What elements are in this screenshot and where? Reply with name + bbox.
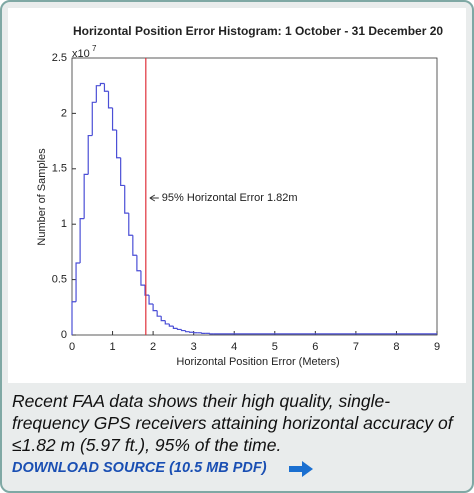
histogram-bin bbox=[132, 235, 137, 256]
x-tick-label: 1 bbox=[109, 341, 115, 353]
y-axis-label: Number of Samples bbox=[36, 148, 48, 246]
histogram-bin bbox=[103, 83, 109, 92]
histogram-bin bbox=[160, 316, 166, 322]
y-tick-label: 2.5 bbox=[52, 52, 67, 64]
histogram-bin bbox=[148, 295, 154, 305]
chart: Horizontal Position Error Histogram: 1 O… bbox=[8, 8, 466, 383]
histogram-bin bbox=[184, 330, 190, 333]
histogram-bin bbox=[168, 323, 174, 327]
x-tick-label: 9 bbox=[434, 341, 440, 353]
histogram-bin bbox=[180, 329, 186, 332]
histogram-bin bbox=[71, 301, 77, 335]
y-tick-label: 0 bbox=[61, 329, 67, 341]
x-axis-label: Horizontal Position Error (Meters) bbox=[176, 356, 339, 368]
caption: Recent FAA data shows their high quality… bbox=[12, 391, 453, 455]
histogram-bin bbox=[99, 82, 105, 86]
arrow-icon[interactable] bbox=[288, 460, 314, 478]
histogram-bin bbox=[87, 134, 93, 175]
y-tick-label: 1 bbox=[61, 218, 67, 230]
histogram-bin bbox=[144, 285, 150, 296]
histogram-bin bbox=[189, 331, 194, 333]
y-tick-label: 1.5 bbox=[52, 163, 67, 175]
histogram-bin bbox=[95, 85, 101, 103]
histogram-bin bbox=[172, 326, 178, 329]
histogram-bin bbox=[164, 320, 170, 325]
histogram-bin bbox=[209, 333, 214, 335]
y-tick-label: 0.5 bbox=[52, 274, 67, 286]
histogram-bin bbox=[111, 107, 117, 131]
chart-title: Horizontal Position Error Histogram: 1 O… bbox=[73, 24, 443, 38]
annotation-arrow bbox=[149, 194, 159, 202]
histogram-bin bbox=[107, 91, 113, 109]
plot-frame bbox=[71, 57, 438, 336]
histogram-bin bbox=[152, 303, 158, 312]
histogram-bin bbox=[83, 173, 89, 219]
histogram-bin bbox=[116, 130, 121, 159]
threshold-label: 95% Horizontal Error 1.82m bbox=[162, 192, 298, 204]
x-tick-label: 7 bbox=[353, 341, 359, 353]
histogram-bin bbox=[176, 328, 182, 331]
x-tick-label: 4 bbox=[231, 341, 237, 353]
x-tick-label: 3 bbox=[191, 341, 197, 353]
x-tick-label: 8 bbox=[393, 341, 399, 353]
histogram-bin bbox=[91, 101, 97, 136]
x-tick-label: 0 bbox=[69, 341, 75, 353]
y-multiplier: x10 bbox=[72, 48, 90, 60]
histogram-bin bbox=[128, 213, 133, 236]
x-tick-label: 6 bbox=[312, 341, 318, 353]
download-link[interactable]: DOWNLOAD SOURCE (10.5 MB PDF) bbox=[12, 460, 267, 476]
x-tick-label: 5 bbox=[272, 341, 278, 353]
histogram-bin bbox=[75, 262, 81, 302]
histogram-bin bbox=[193, 332, 198, 334]
histogram-bin bbox=[140, 270, 145, 286]
histogram-bin bbox=[156, 310, 162, 317]
y-multiplier-exponent: 7 bbox=[92, 44, 97, 53]
histogram-bin bbox=[136, 255, 141, 272]
histogram-bin bbox=[124, 185, 129, 214]
histogram-bin bbox=[79, 218, 85, 263]
histogram-bin bbox=[120, 157, 125, 187]
y-tick-label: 2 bbox=[61, 107, 67, 119]
histogram-bin bbox=[201, 332, 206, 334]
x-tick-label: 2 bbox=[150, 341, 156, 353]
